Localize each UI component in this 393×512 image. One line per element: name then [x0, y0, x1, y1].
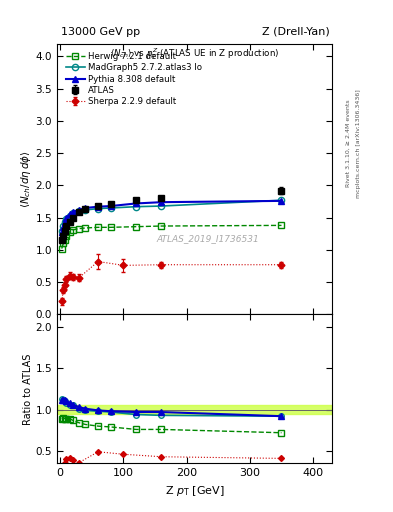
- Pythia 8.308 default: [83, 205, 88, 211]
- Herwig 7.2.1 default: [61, 240, 66, 246]
- Pythia 8.308 default: [61, 224, 66, 230]
- Line: Herwig 7.2.1 default: Herwig 7.2.1 default: [59, 222, 285, 252]
- Herwig 7.2.1 default: [279, 222, 284, 228]
- MadGraph5 2.7.2.atlas3 lo: [159, 203, 164, 209]
- Pythia 8.308 default: [64, 215, 69, 221]
- Herwig 7.2.1 default: [77, 226, 81, 232]
- Text: Rivet 3.1.10, ≥ 2.4M events: Rivet 3.1.10, ≥ 2.4M events: [346, 99, 351, 187]
- MadGraph5 2.7.2.atlas3 lo: [67, 212, 72, 219]
- Herwig 7.2.1 default: [96, 224, 101, 230]
- Text: Z (Drell-Yan): Z (Drell-Yan): [263, 27, 330, 37]
- MadGraph5 2.7.2.atlas3 lo: [62, 219, 67, 225]
- MadGraph5 2.7.2.atlas3 lo: [108, 205, 113, 211]
- MadGraph5 2.7.2.atlas3 lo: [96, 205, 101, 211]
- Y-axis label: Ratio to ATLAS: Ratio to ATLAS: [23, 353, 33, 424]
- Text: mcplots.cern.ch [arXiv:1306.3436]: mcplots.cern.ch [arXiv:1306.3436]: [356, 89, 361, 198]
- MadGraph5 2.7.2.atlas3 lo: [64, 216, 69, 222]
- Text: $\langle N_{ch}\rangle$ vs $p^{Z}_{T}$ (ATLAS UE in Z production): $\langle N_{ch}\rangle$ vs $p^{Z}_{T}$ (…: [110, 46, 279, 61]
- MadGraph5 2.7.2.atlas3 lo: [70, 210, 75, 216]
- MadGraph5 2.7.2.atlas3 lo: [77, 208, 81, 214]
- MadGraph5 2.7.2.atlas3 lo: [61, 223, 66, 229]
- Pythia 8.308 default: [279, 198, 284, 204]
- MadGraph5 2.7.2.atlas3 lo: [279, 197, 284, 203]
- Herwig 7.2.1 default: [64, 232, 69, 239]
- Pythia 8.308 default: [134, 200, 138, 206]
- Herwig 7.2.1 default: [134, 224, 138, 230]
- Text: 13000 GeV pp: 13000 GeV pp: [61, 27, 140, 37]
- Herwig 7.2.1 default: [108, 224, 113, 230]
- Text: ATLAS_2019_I1736531: ATLAS_2019_I1736531: [157, 234, 260, 243]
- Herwig 7.2.1 default: [159, 223, 164, 229]
- Herwig 7.2.1 default: [67, 229, 72, 235]
- Line: MadGraph5 2.7.2.atlas3 lo: MadGraph5 2.7.2.atlas3 lo: [59, 197, 285, 233]
- Pythia 8.308 default: [67, 211, 72, 218]
- Herwig 7.2.1 default: [62, 237, 67, 243]
- Y-axis label: $\langle N_{ch}/d\eta\,d\phi\rangle$: $\langle N_{ch}/d\eta\,d\phi\rangle$: [19, 150, 33, 208]
- MadGraph5 2.7.2.atlas3 lo: [83, 207, 88, 213]
- Bar: [57, 406, 332, 414]
- Pythia 8.308 default: [108, 203, 113, 209]
- Herwig 7.2.1 default: [70, 227, 75, 233]
- Pythia 8.308 default: [159, 199, 164, 205]
- X-axis label: Z $p_{\mathrm{T}}$ [GeV]: Z $p_{\mathrm{T}}$ [GeV]: [165, 484, 224, 498]
- MadGraph5 2.7.2.atlas3 lo: [59, 227, 64, 233]
- MadGraph5 2.7.2.atlas3 lo: [134, 204, 138, 210]
- Pythia 8.308 default: [59, 229, 64, 235]
- Pythia 8.308 default: [96, 204, 101, 210]
- Herwig 7.2.1 default: [83, 225, 88, 231]
- Line: Pythia 8.308 default: Pythia 8.308 default: [59, 198, 285, 235]
- Pythia 8.308 default: [62, 219, 67, 225]
- Pythia 8.308 default: [70, 209, 75, 215]
- Herwig 7.2.1 default: [59, 246, 64, 252]
- Pythia 8.308 default: [77, 207, 81, 213]
- Legend: Herwig 7.2.1 default, MadGraph5 2.7.2.atlas3 lo, Pythia 8.308 default, ATLAS, Sh: Herwig 7.2.1 default, MadGraph5 2.7.2.at…: [64, 51, 204, 108]
